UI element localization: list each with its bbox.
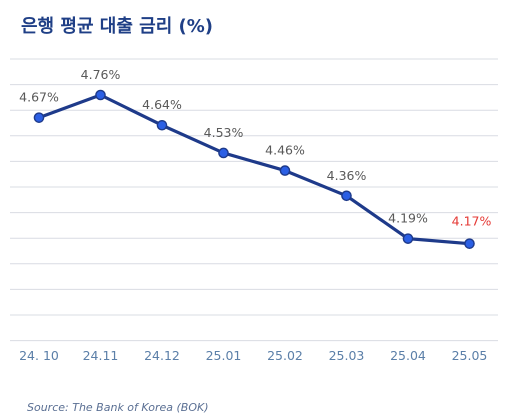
data-point bbox=[218, 147, 229, 159]
data-point bbox=[279, 165, 291, 176]
x-tick-label: 24.12 bbox=[144, 348, 180, 363]
x-axis-ticks: 24. 10 24.11 24.12 25.01 25.02 25.03 25.04 25.0… bbox=[19, 348, 487, 363]
x-tick-label: 25.01 bbox=[206, 348, 242, 363]
x-tick-label: 25.05 bbox=[452, 348, 488, 363]
series-line bbox=[37, 93, 472, 246]
data-label: 4.76% bbox=[81, 67, 121, 82]
data-point bbox=[464, 238, 475, 249]
x-tick-label: 25.03 bbox=[329, 348, 365, 363]
x-tick-label: 24. 10 bbox=[19, 348, 59, 363]
data-label: 4.36% bbox=[327, 168, 367, 183]
data-label: 4.67% bbox=[19, 90, 59, 105]
chart-title: 은행 평균 대출 금리 (%) bbox=[21, 16, 214, 37]
x-tick-label: 24.11 bbox=[83, 348, 119, 363]
data-labels: 4.67% 4.76% 4.64% 4.53% 4.46% 4.36% 4.19% 4.17% bbox=[19, 67, 491, 229]
data-point bbox=[402, 233, 414, 244]
data-point bbox=[341, 190, 352, 202]
data-label: 4.46% bbox=[265, 143, 305, 158]
source-note: Source: The Bank of Korea (BOK) bbox=[27, 401, 209, 414]
data-point bbox=[156, 119, 168, 131]
x-tick-label: 25.02 bbox=[267, 348, 303, 363]
data-label-highlight: 4.17% bbox=[452, 214, 492, 229]
data-label: 4.64% bbox=[142, 97, 182, 112]
data-point bbox=[33, 112, 45, 123]
data-point bbox=[95, 89, 106, 101]
data-label: 4.53% bbox=[204, 125, 244, 140]
series-loan-rate bbox=[33, 89, 475, 249]
gridlines bbox=[10, 58, 498, 342]
x-tick-label: 25.04 bbox=[390, 348, 426, 363]
data-label: 4.19% bbox=[388, 211, 428, 226]
